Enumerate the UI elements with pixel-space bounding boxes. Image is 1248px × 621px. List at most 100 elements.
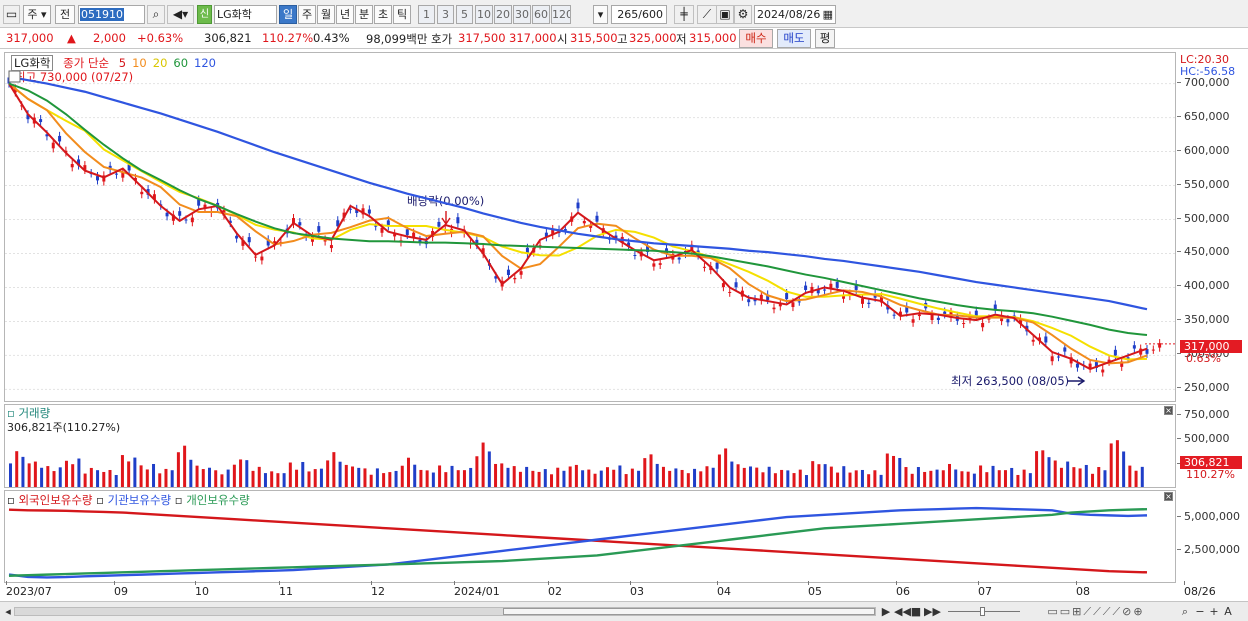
candle-body [127,164,131,171]
volume-bar [288,462,292,487]
volume-bar [1016,474,1020,487]
close-panel-icon[interactable]: × [1164,492,1173,501]
ma-120-line [8,75,1148,311]
interval-tab[interactable]: 1 [418,5,435,24]
volume-chart-svg [9,440,1144,487]
play-icon[interactable]: ▶ [881,605,891,618]
volume-bar [680,469,684,487]
rewind-icon[interactable]: ◀◀ [894,605,911,618]
sell-button[interactable]: 매도 [777,29,811,48]
x-axis-label: 06 [896,581,910,598]
speaker-icon[interactable]: ◀▾ [167,5,194,24]
period-tab[interactable]: 초 [374,5,392,24]
zoom-icon[interactable]: ⌕ [1181,605,1189,618]
volume-bar [823,464,827,487]
interval-tab[interactable]: 30 [513,5,531,24]
stock-name-field[interactable]: LG화학 [214,5,277,24]
low-price: 315,000 [689,31,737,45]
volume-bar [885,453,889,487]
plus-icon[interactable]: + [1209,605,1219,618]
calendar-icon[interactable]: ▦ [822,8,833,21]
volume-bar [127,461,131,487]
forward-icon[interactable]: ▶▶ [924,605,941,618]
close-panel-icon[interactable]: × [1164,406,1173,415]
candle-body [456,217,460,224]
volume-bar [388,472,392,487]
volume-panel[interactable]: ▫ 거래량 306,821주(110.27%) × [4,404,1176,488]
search-icon[interactable]: ⌕ [147,5,165,24]
settings-icon[interactable]: ⚙ [734,5,752,24]
volume-bar [52,471,56,487]
candle-body [380,227,384,233]
buy-button[interactable]: 매수 [739,29,773,48]
period-tab[interactable]: 틱 [393,5,411,24]
avg-button[interactable]: 평 [815,29,835,48]
candle-body [747,299,751,303]
prev-tab[interactable]: 전 [55,5,75,24]
stop-icon[interactable]: ■ [910,605,922,618]
volume-bar [860,469,864,487]
period-tab[interactable]: 년 [336,5,354,24]
period-tab[interactable]: 월 [317,5,335,24]
volume-bar [326,460,330,487]
interval-tab[interactable]: 5 [456,5,473,24]
interval-tab[interactable]: 120 [551,5,571,24]
volume-bar [1003,470,1007,487]
drawing-tools-icon[interactable]: ▭▭⊞⟋⟋⟋⟋⊘⊕ [1047,605,1145,618]
volume-bar [201,469,205,487]
period-tab[interactable]: 분 [355,5,373,24]
legend-institution: 기관보유수량 [107,493,172,507]
candle-body [393,233,397,237]
save-icon[interactable]: ▣ [716,5,734,24]
interval-tab[interactable]: 3 [437,5,454,24]
scrollbar-track[interactable] [14,607,876,616]
market-tab[interactable]: 주 ▾ [23,5,51,24]
stock-code-input[interactable]: 051910 [78,5,145,24]
x-axis-label: 11 [279,581,293,598]
volume-bar [27,463,31,487]
scrollbar-thumb[interactable] [503,608,875,615]
chart-statusbar: ◂ ▶ ◀◀ ■ ▶▶ ▭▭⊞⟋⟋⟋⟋⊘⊕ ⌕ − + A [0,601,1248,621]
volume-bar [494,463,498,487]
interval-dropdown[interactable]: ▾ [593,5,608,24]
candle-type-icon[interactable]: ╪ [674,5,694,24]
date-field[interactable]: 2024/08/26 ▦ [754,5,836,24]
period-tab[interactable]: 주 [298,5,316,24]
chart-window-icon[interactable]: ▭ [3,5,20,24]
interval-tab[interactable]: 60 [532,5,550,24]
holdings-panel[interactable]: ▫ 외국인보유수량 ▫ 기관보유수량 ▫ 개인보유수량 × [4,490,1176,583]
zoom-slider[interactable] [948,607,1020,616]
candle-body [184,219,188,221]
price-chart-panel[interactable]: LG화학 종가 단순 5 10 20 60 120 최고 730,000 (07/27)… [4,52,1176,402]
candle-body [721,283,725,288]
volume-bar [282,473,286,487]
volume-bar [444,472,448,487]
font-size-button[interactable]: A [1224,605,1232,618]
credit-badge: 신 [197,5,212,24]
volume-bar [1134,470,1138,487]
holdings-y-axis: 5,000,000 2,500,000 [1177,490,1244,583]
volume-bar [71,464,75,487]
volume-bar [916,467,920,487]
scroll-left-icon[interactable]: ◂ [5,605,11,618]
volume-bar [966,471,970,487]
volume-bar [450,465,454,487]
drawing-icon[interactable]: ⟋ [697,5,717,24]
volume-bar [438,465,442,487]
candle-body [715,262,719,269]
grid-toggle-icon[interactable] [8,70,21,83]
volume-bar [1109,443,1113,487]
candle-body [911,319,915,323]
volume-bar [829,466,833,487]
interval-tab[interactable]: 20 [494,5,512,24]
candle-body [1094,362,1098,369]
zoom-slider-handle[interactable] [980,607,985,616]
period-tab[interactable]: 일 [279,5,297,24]
volume-bar [643,458,647,487]
candle-body [260,256,264,261]
interval-tab[interactable]: 10 [475,5,493,24]
volume-bar [245,460,249,487]
institution-holdings-line [8,506,1148,579]
count-field[interactable]: 265/600 [611,5,667,24]
minus-icon[interactable]: − [1195,605,1205,618]
